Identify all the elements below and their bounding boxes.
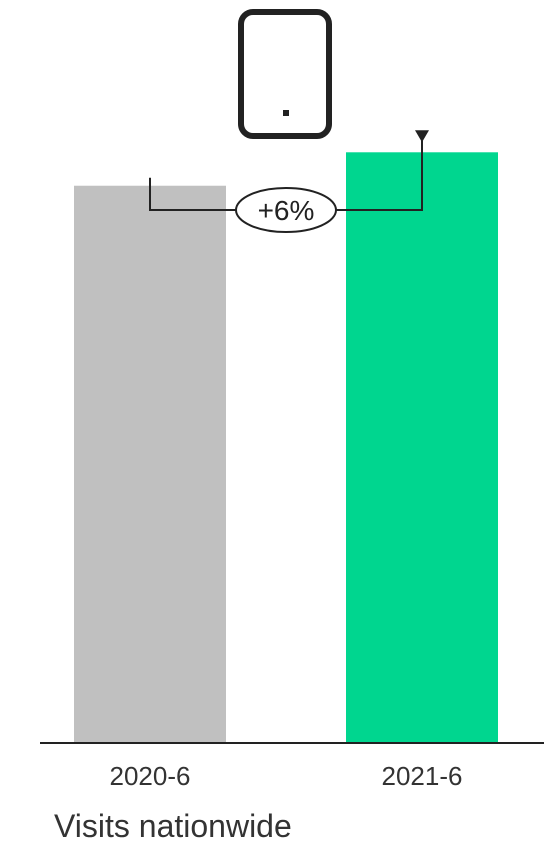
x-tick-label: 2020-6	[110, 761, 191, 791]
x-tick-labels: 2020-6 2021-6	[110, 761, 463, 791]
arrow-down-icon	[415, 130, 429, 143]
change-annotation: +6%	[149, 130, 429, 233]
change-badge	[235, 187, 337, 233]
bar-chart: +6% 2020-6 2021-6	[40, 9, 544, 791]
bars-layer	[74, 152, 498, 744]
x-tick-label: 2021-6	[382, 761, 463, 791]
bar-2021-6	[346, 152, 498, 744]
bar-2020-6	[74, 185, 226, 743]
smartphone-icon	[238, 9, 332, 139]
chart-caption: Visits nationwide	[54, 808, 292, 844]
change-label: +6%	[258, 195, 315, 226]
